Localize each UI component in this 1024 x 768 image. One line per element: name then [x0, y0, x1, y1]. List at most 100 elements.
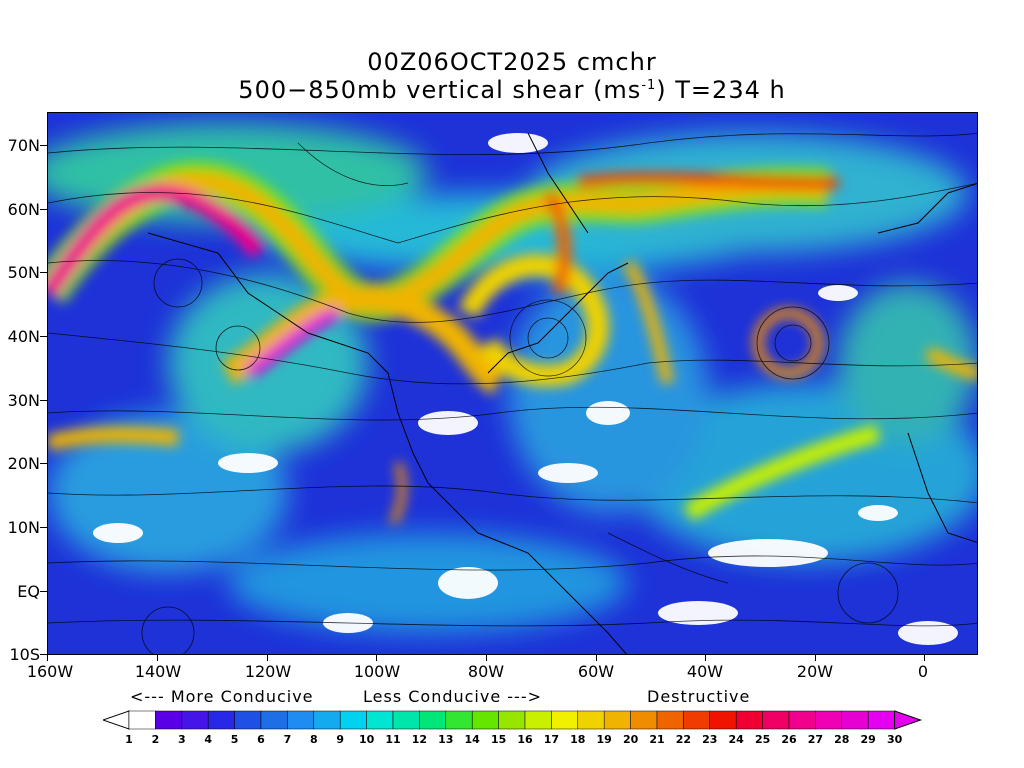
y-label-40n: 40N — [7, 327, 40, 346]
colorbar-label: 12 — [411, 733, 428, 746]
colorbar-cell — [683, 710, 711, 730]
colorbar-label: 19 — [596, 733, 612, 746]
colorbar-label: 29 — [860, 733, 876, 746]
colorbar-cell — [339, 710, 367, 730]
y-label-20n: 20N — [7, 454, 40, 473]
x-label-80w: 80W — [467, 662, 505, 681]
colorbar-cell — [577, 710, 605, 730]
x-tick — [486, 655, 487, 661]
colorbar-cell — [709, 710, 737, 730]
colorbar-cell — [287, 710, 315, 730]
shear-map[interactable] — [47, 112, 978, 655]
colorbar-label: 22 — [675, 733, 692, 746]
title-end: ) T=234 h — [656, 76, 786, 104]
y-tick — [40, 591, 47, 592]
y-label-50n: 50N — [7, 263, 40, 282]
colorbar-cell — [656, 710, 684, 730]
colorbar-label: 6 — [257, 733, 265, 746]
x-label-100w: 100W — [353, 662, 401, 681]
x-label-20w: 20W — [796, 662, 834, 681]
colorbar-cell — [128, 710, 156, 730]
y-tick — [40, 463, 47, 464]
x-tick — [267, 655, 268, 661]
colorbar-label: 11 — [385, 733, 401, 746]
colorbar-label: 28 — [834, 733, 850, 746]
shear-field — [48, 113, 977, 654]
colorbar-label: 15 — [490, 733, 507, 746]
colorbar-label: 20 — [622, 733, 639, 746]
colorbar-cell — [498, 710, 526, 730]
colorbar-cell — [260, 710, 288, 730]
colorbar-under-triangle — [103, 710, 130, 730]
legend-less-conducive: Less Conducive ---> — [363, 687, 542, 706]
colorbar-label: 14 — [464, 733, 480, 746]
y-tick — [40, 145, 47, 146]
x-label-140w: 140W — [134, 662, 182, 681]
colorbar-cell — [841, 710, 869, 730]
x-tick — [157, 655, 158, 661]
x-tick — [47, 655, 48, 661]
colorbar-label: 2 — [151, 733, 160, 746]
colorbar-label: 5 — [230, 733, 239, 746]
colorbar-cell — [366, 710, 394, 730]
x-label-120w: 120W — [244, 662, 292, 681]
colorbar-label: 25 — [754, 733, 771, 746]
y-tick — [40, 272, 47, 273]
colorbar-cell — [419, 710, 447, 730]
y-label-60n: 60N — [7, 200, 40, 219]
colorbar — [103, 710, 923, 730]
colorbar-label: 16 — [517, 733, 533, 746]
colorbar-cell — [762, 710, 790, 730]
x-tick — [924, 655, 925, 661]
colorbar-label: 21 — [649, 733, 665, 746]
y-label-10s: 10S — [9, 645, 40, 664]
colorbar-cell — [207, 710, 235, 730]
colorbar-label: 24 — [728, 733, 744, 746]
colorbar-cell — [735, 710, 763, 730]
colorbar-cell — [181, 710, 209, 730]
colorbar-label: 27 — [807, 733, 824, 746]
x-label-60w: 60W — [577, 662, 615, 681]
title-line-1: 00Z06OCT2025 cmchr — [367, 48, 657, 76]
title-line-2: 500−850mb vertical shear (ms-1) T=234 h — [0, 76, 1024, 104]
colorbar-label: 18 — [570, 733, 586, 746]
y-tick — [40, 654, 47, 655]
legend-destructive: Destructive — [647, 687, 751, 706]
y-label-10n: 10N — [7, 518, 40, 537]
colorbar-label: 1 — [125, 733, 133, 746]
x-tick — [376, 655, 377, 661]
legend-more-conducive: <--- More Conducive — [130, 687, 314, 706]
colorbar-cell — [630, 710, 658, 730]
colorbar-cell — [155, 710, 183, 730]
x-label-160w: 160W — [26, 662, 74, 681]
colorbar-label: 13 — [438, 733, 454, 746]
x-label-40w: 40W — [686, 662, 724, 681]
y-tick — [40, 209, 47, 210]
y-tick — [40, 400, 47, 401]
colorbar-label: 26 — [781, 733, 797, 746]
y-label-70n: 70N — [7, 136, 40, 155]
colorbar-label: 8 — [309, 733, 318, 746]
colorbar-over-triangle — [894, 710, 923, 730]
colorbar-label: 3 — [177, 733, 186, 746]
colorbar-label: 23 — [702, 733, 718, 746]
y-tick — [40, 336, 47, 337]
y-label-eq: EQ — [17, 582, 40, 601]
colorbar-cell — [603, 710, 631, 730]
colorbar-cell — [551, 710, 579, 730]
y-tick — [40, 527, 47, 528]
colorbar-label: 4 — [204, 733, 213, 746]
colorbar-cell — [234, 710, 262, 730]
y-label-30n: 30N — [7, 391, 40, 410]
colorbar-cell — [471, 710, 499, 730]
colorbar-cell — [445, 710, 473, 730]
colorbar-label: 17 — [543, 733, 560, 746]
colorbar-cell — [313, 710, 341, 730]
title-main: 500−850mb vertical shear (ms — [238, 76, 642, 104]
colorbar-cell — [867, 710, 895, 730]
x-tick — [815, 655, 816, 661]
x-label-0: 0 — [917, 662, 929, 681]
colorbar-cell — [392, 710, 420, 730]
colorbar-label: 10 — [358, 733, 375, 746]
colorbar-label: 30 — [886, 733, 903, 746]
